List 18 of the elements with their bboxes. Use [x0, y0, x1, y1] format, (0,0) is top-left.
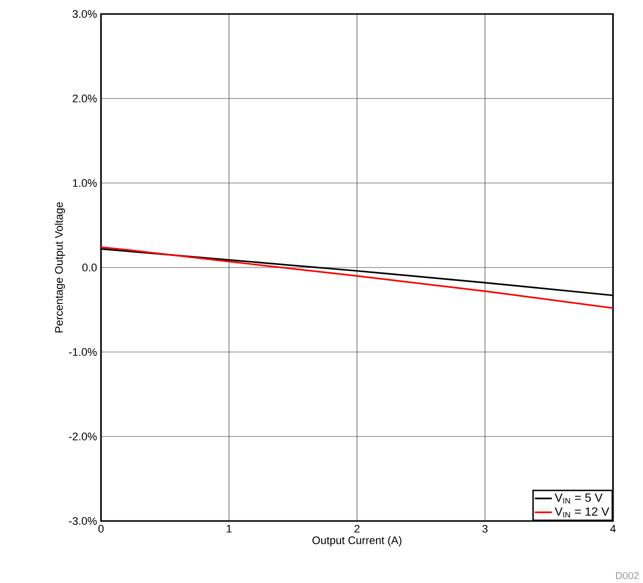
y-axis-title: Percentage Output Voltage — [54, 202, 65, 332]
y-tick-label: -3.0% — [69, 517, 97, 525]
y-tick-label: 2.0% — [72, 94, 97, 102]
y-tick-label: -2.0% — [69, 432, 97, 440]
x-axis-title: Output Current (A) — [312, 536, 402, 546]
y-tick-label: 0.0 — [82, 264, 97, 272]
x-tick-label: 3 — [482, 524, 488, 533]
line-series — [101, 246, 614, 309]
y-tick-label: 3.0% — [72, 10, 97, 18]
x-tick-label: 2 — [354, 524, 360, 533]
legend-label: V$_{IN}$ = 5 V — [554, 493, 603, 504]
legend-label: V$_{IN}$ = 12 V — [554, 507, 610, 518]
text: D002 — [616, 572, 639, 580]
x-tick-label: 0 — [98, 524, 104, 533]
y-tick-label: -1.0% — [69, 348, 97, 356]
y-tick-label: 1.0% — [73, 179, 97, 187]
x-tick-label: 1 — [226, 524, 232, 532]
x-tick-label: 4 — [610, 524, 616, 532]
